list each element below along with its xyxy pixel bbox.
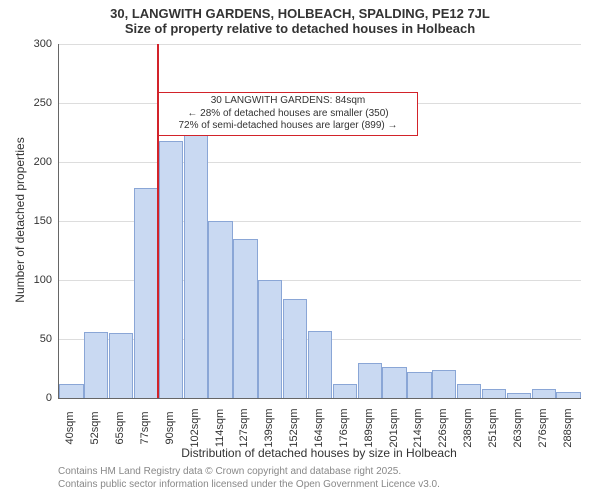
histogram-bar — [208, 221, 232, 398]
y-tick-label: 150 — [18, 215, 52, 227]
x-tick-label: 90sqm — [164, 411, 176, 444]
x-tick-label: 251sqm — [487, 408, 499, 447]
histogram-bar — [159, 141, 183, 398]
histogram-bar — [358, 363, 382, 398]
x-tick-label: 176sqm — [338, 408, 350, 447]
x-axis-label: Distribution of detached houses by size … — [58, 446, 580, 460]
y-tick-label: 100 — [18, 274, 52, 286]
histogram-bar — [507, 393, 531, 398]
x-tick-label: 263sqm — [512, 408, 524, 447]
x-tick-label: 226sqm — [437, 408, 449, 447]
annotation-callout: 30 LANGWITH GARDENS: 84sqm← 28% of detac… — [158, 92, 418, 136]
y-tick-label: 0 — [18, 392, 52, 404]
chart-titles: 30, LANGWITH GARDENS, HOLBEACH, SPALDING… — [0, 0, 600, 36]
chart-title-sub: Size of property relative to detached ho… — [0, 21, 600, 36]
attribution-line: Contains HM Land Registry data © Crown c… — [58, 466, 440, 479]
attribution-line: Contains public sector information licen… — [58, 479, 440, 492]
x-tick-label: 102sqm — [189, 408, 201, 447]
histogram-bar — [333, 384, 357, 398]
x-tick-label: 127sqm — [238, 408, 250, 447]
y-tick-label: 300 — [18, 38, 52, 50]
x-tick-label: 238sqm — [462, 408, 474, 447]
histogram-bar — [84, 332, 108, 398]
callout-line: 72% of semi-detached houses are larger (… — [163, 120, 413, 133]
attribution-text: Contains HM Land Registry data © Crown c… — [58, 466, 440, 491]
histogram-bar — [258, 280, 282, 398]
histogram-bar — [407, 372, 431, 398]
x-tick-label: 164sqm — [313, 408, 325, 447]
callout-line: ← 28% of detached houses are smaller (35… — [163, 108, 413, 121]
callout-line: 30 LANGWITH GARDENS: 84sqm — [163, 95, 413, 108]
y-tick-label: 250 — [18, 97, 52, 109]
histogram-bar — [134, 188, 158, 398]
chart-title-main: 30, LANGWITH GARDENS, HOLBEACH, SPALDING… — [0, 6, 600, 21]
x-tick-label: 276sqm — [537, 408, 549, 447]
gridline — [59, 44, 581, 45]
x-tick-label: 139sqm — [263, 408, 275, 447]
histogram-chart: 30, LANGWITH GARDENS, HOLBEACH, SPALDING… — [0, 0, 600, 500]
gridline — [59, 162, 581, 163]
histogram-bar — [432, 370, 456, 398]
histogram-bar — [184, 130, 208, 398]
histogram-bar — [283, 299, 307, 398]
histogram-bar — [482, 389, 506, 398]
histogram-bar — [233, 239, 257, 398]
x-tick-label: 189sqm — [363, 408, 375, 447]
x-tick-label: 201sqm — [388, 408, 400, 447]
histogram-bar — [59, 384, 83, 398]
histogram-bar — [308, 331, 332, 398]
histogram-bar — [382, 367, 406, 398]
y-tick-label: 50 — [18, 333, 52, 345]
histogram-bar — [109, 333, 133, 398]
x-tick-label: 114sqm — [214, 409, 226, 447]
x-tick-label: 65sqm — [114, 411, 126, 444]
x-tick-label: 77sqm — [139, 411, 151, 444]
histogram-bar — [532, 389, 556, 398]
x-tick-label: 152sqm — [288, 408, 300, 447]
plot-area: 30 LANGWITH GARDENS: 84sqm← 28% of detac… — [58, 44, 581, 399]
x-tick-label: 40sqm — [64, 411, 76, 444]
histogram-bar — [457, 384, 481, 398]
x-tick-label: 52sqm — [89, 411, 101, 444]
y-tick-label: 200 — [18, 156, 52, 168]
x-tick-label: 288sqm — [562, 408, 574, 447]
histogram-bar — [556, 392, 580, 398]
x-tick-label: 214sqm — [412, 408, 424, 447]
